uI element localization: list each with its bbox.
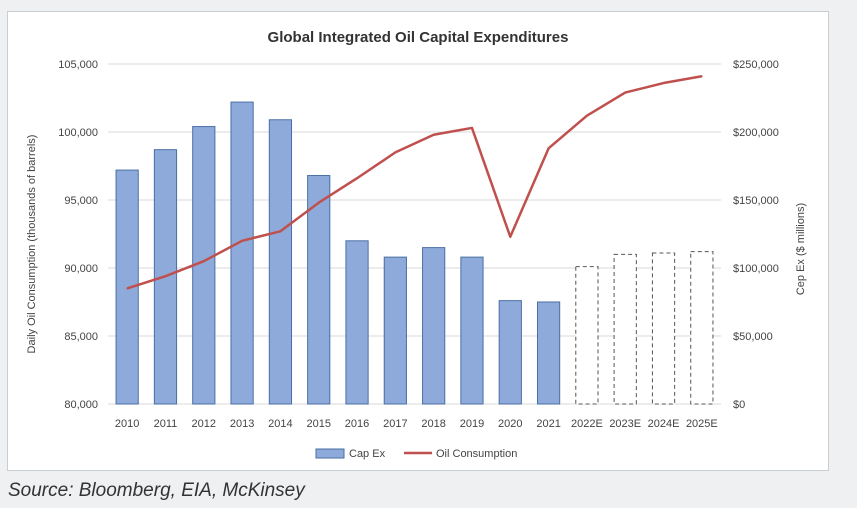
y-tick-label: 95,000: [64, 195, 98, 207]
capex-oil-chart: Global Integrated Oil Capital Expenditur…: [26, 29, 807, 460]
y2-tick-label: $100,000: [733, 263, 779, 275]
y2-tick-label: $0: [733, 399, 745, 411]
x-tick-label: 2023E: [609, 418, 641, 430]
capex-bar: [383, 256, 407, 405]
oil-consumption-point: [126, 287, 128, 290]
oil-consumption-point: [662, 82, 665, 84]
oil-consumption-point: [394, 151, 397, 154]
y-tick-label: 100,000: [58, 127, 98, 139]
oil-consumption-line: [126, 75, 703, 290]
legend-oil-label: Oil Consumption: [436, 448, 517, 460]
legend: Cap Ex Oil Consumption: [315, 448, 517, 460]
y-tick-label: 105,000: [58, 59, 98, 71]
x-tick-label: 2010: [115, 418, 139, 430]
x-tick-label: 2021: [536, 418, 560, 430]
x-tick-label: 2011: [154, 418, 178, 430]
legend-capex-label: Cap Ex: [349, 448, 386, 460]
capex-bar: [498, 300, 522, 405]
oil-consumption-point: [586, 114, 588, 117]
oil-consumption-point: [279, 230, 282, 233]
capex-bar: [115, 169, 139, 405]
capex-bar: [460, 256, 484, 405]
oil-consumption-point: [356, 177, 358, 180]
oil-consumption-point: [432, 133, 435, 136]
capex-bars: [115, 101, 714, 405]
capex-bar: [536, 301, 561, 405]
capex-bar-estimate: [690, 251, 714, 405]
capex-bar: [422, 247, 446, 405]
x-tick-label: 2017: [383, 418, 407, 430]
y2-tick-label: $50,000: [733, 331, 773, 343]
y-tick-label: 85,000: [64, 331, 98, 343]
oil-consumption-point: [624, 91, 627, 94]
right-axis-ticks: $0 $50,000 $100,000 $150,000 $200,000 $250,00…: [733, 59, 779, 411]
x-axis-ticks: 2010 2011 2012 2013 2014 2015 2016 2017 2018 2019…: [115, 418, 718, 430]
capex-bar: [307, 175, 331, 405]
oil-consumption-point: [317, 201, 320, 204]
capex-bar: [345, 240, 369, 405]
oil-consumption-point: [547, 147, 550, 150]
capex-bar-estimate: [575, 266, 599, 405]
x-tick-label: 2016: [345, 418, 369, 430]
capex-bar: [230, 101, 254, 405]
y-tick-label: 80,000: [64, 399, 98, 411]
y2-tick-label: $150,000: [733, 195, 779, 207]
oil-consumption-point: [701, 75, 703, 78]
x-tick-label: 2020: [498, 418, 522, 430]
x-tick-label: 2025E: [686, 418, 718, 430]
capex-bar-estimate: [613, 253, 637, 405]
legend-capex-swatch: [315, 448, 345, 459]
capex-bar-estimate: [651, 252, 676, 405]
y2-tick-label: $200,000: [733, 127, 779, 139]
x-tick-label: 2018: [421, 418, 445, 430]
x-tick-label: 2014: [268, 418, 292, 430]
oil-consumption-point: [509, 235, 512, 238]
oil-consumption-point: [471, 127, 473, 129]
left-axis-ticks: 80,000 85,000 90,000 95,000 100,000 105,000: [58, 59, 98, 411]
x-tick-label: 2013: [230, 418, 254, 430]
oil-consumption-point: [164, 275, 167, 277]
x-tick-label: 2019: [460, 418, 484, 430]
y2-tick-label: $250,000: [733, 59, 779, 71]
chart-title: Global Integrated Oil Capital Expenditur…: [268, 29, 569, 46]
source-note: Source: Bloomberg, EIA, McKinsey: [8, 480, 305, 501]
x-tick-label: 2022E: [571, 418, 603, 430]
right-axis-label: Cep Ex ($ millions): [795, 203, 807, 295]
oil-consumption-polyline: [126, 75, 703, 290]
left-axis-label: Daily Oil Consumption (thousands of barr…: [26, 135, 38, 354]
oil-consumption-point: [202, 260, 205, 262]
chart-frame: Global Integrated Oil Capital Expenditur…: [7, 11, 829, 471]
x-tick-label: 2024E: [648, 418, 680, 430]
y-tick-label: 90,000: [64, 263, 98, 275]
capex-bar: [268, 119, 293, 405]
x-tick-label: 2012: [192, 418, 216, 430]
oil-consumption-point: [241, 240, 243, 242]
x-tick-label: 2015: [306, 418, 330, 430]
